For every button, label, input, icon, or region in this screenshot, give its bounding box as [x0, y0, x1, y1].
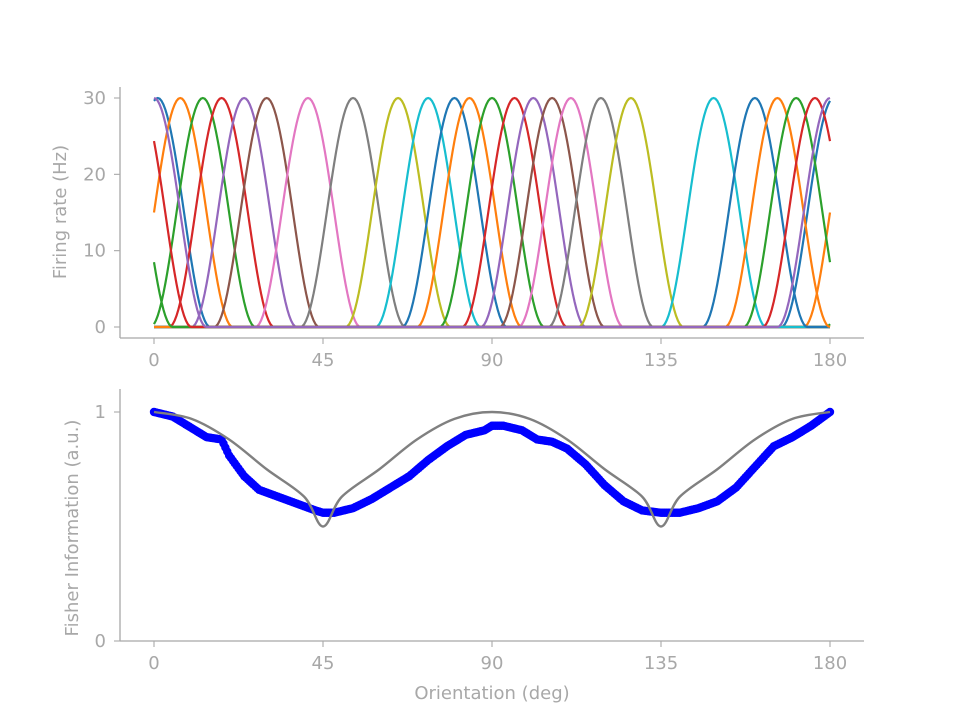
- fisher-points: [149, 407, 835, 517]
- bottom-x-tick-label: 0: [148, 653, 159, 674]
- bottom-x-tick-label: 45: [312, 653, 335, 674]
- tuning-curves: [152, 96, 832, 329]
- bottom-y-ticks: 01: [95, 402, 120, 652]
- top-y-ticks: 0 10 20 30: [83, 88, 120, 338]
- top-x-ticks: 0 45 90 135 180: [148, 338, 847, 371]
- top-x-tick-label: 180: [813, 350, 847, 371]
- bottom-y-tick-label: 1: [95, 402, 106, 423]
- bottom-x-axis-label: Orientation (deg): [414, 683, 569, 704]
- bottom-x-ticks: 0 45 90 135 180: [148, 641, 847, 674]
- fisher-information-panel: 0 45 90 135 180 01 Fisher Information (a.u.)…: [62, 389, 864, 704]
- fisher-series: [149, 407, 835, 528]
- top-x-tick-label: 90: [481, 350, 504, 371]
- bottom-y-tick-label: 0: [95, 631, 106, 652]
- top-x-tick-label: 0: [148, 350, 159, 371]
- tuning-curve: [153, 96, 831, 329]
- top-y-tick-label: 30: [83, 88, 106, 109]
- bottom-y-axis-label: Fisher Information (a.u.): [62, 420, 83, 637]
- top-y-tick-label: 20: [83, 164, 106, 185]
- top-x-tick-label: 135: [644, 350, 678, 371]
- top-y-tick-label: 10: [83, 241, 106, 262]
- bottom-x-tick-label: 180: [813, 653, 847, 674]
- bottom-x-tick-label: 90: [481, 653, 504, 674]
- top-y-tick-label: 0: [95, 317, 106, 338]
- top-y-axis-label: Firing rate (Hz): [50, 145, 71, 279]
- tuning-curves-panel: 0 45 90 135 180 0 10 20 30 Firing rate (Hz): [50, 87, 864, 371]
- bottom-x-tick-label: 135: [644, 653, 678, 674]
- top-x-tick-label: 45: [312, 350, 335, 371]
- fisher-theory-curve: [153, 410, 831, 528]
